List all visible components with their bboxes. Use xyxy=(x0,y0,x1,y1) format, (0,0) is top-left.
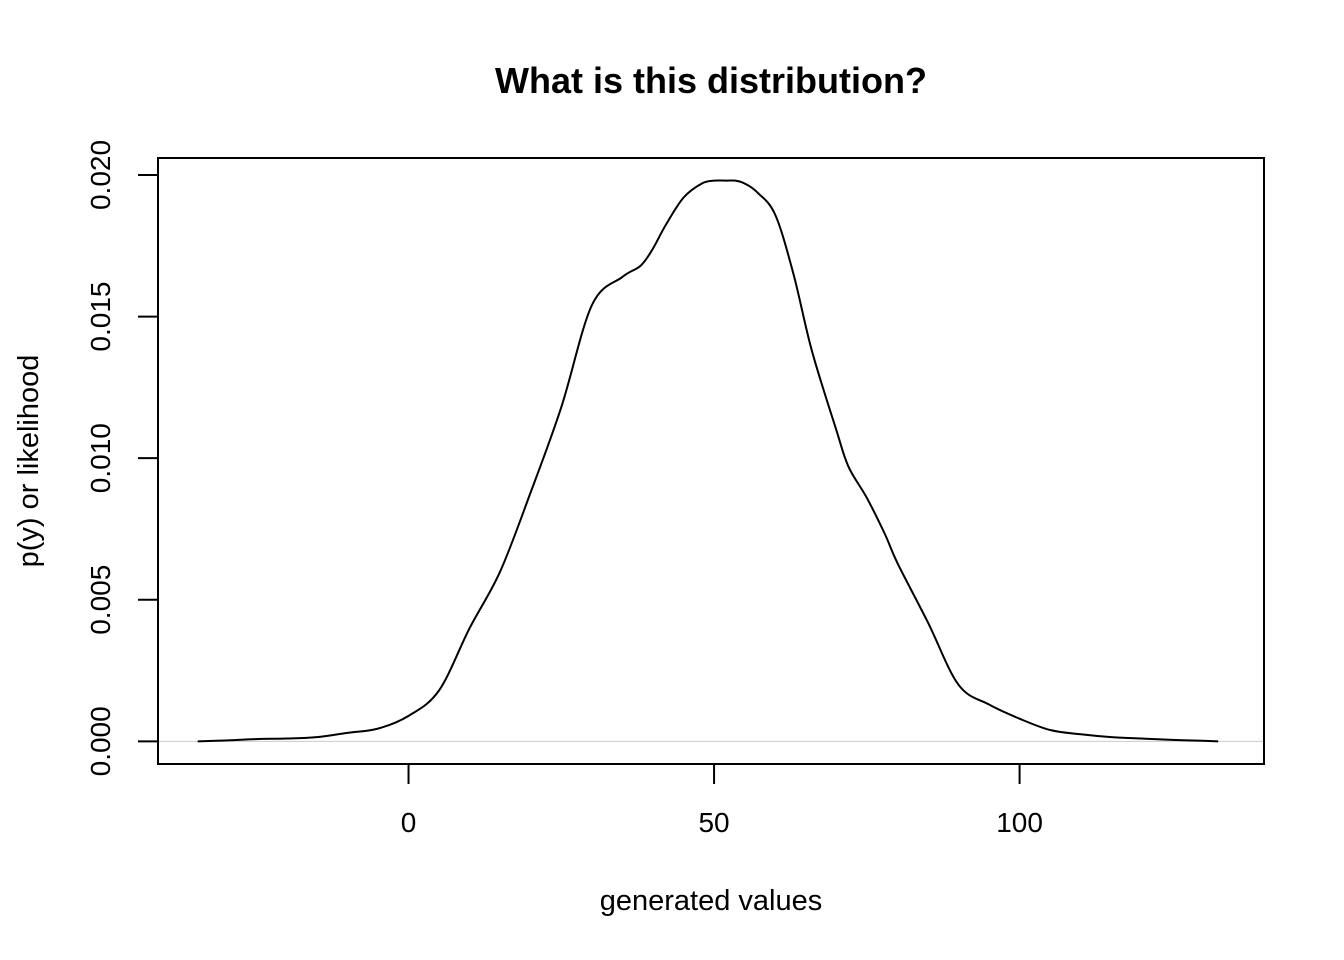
x-axis-label: generated values xyxy=(600,885,823,917)
y-tick-label: 0.005 xyxy=(85,565,116,635)
y-axis: 0.000 0.005 0.010 0.015 0.020 xyxy=(85,140,159,776)
x-tick-label: 0 xyxy=(401,807,417,838)
x-tick-label: 100 xyxy=(996,807,1043,838)
chart-title: What is this distribution? xyxy=(495,60,927,101)
x-axis: 0 50 100 xyxy=(401,763,1043,838)
density-curve xyxy=(197,179,1219,743)
plot-frame xyxy=(157,157,1265,765)
x-tick-label: 50 xyxy=(698,807,729,838)
y-tick-label: 0.020 xyxy=(85,140,116,210)
y-axis-label: p(y) or likelihood xyxy=(13,355,45,568)
y-tick-label: 0.000 xyxy=(85,706,116,776)
y-tick-label: 0.015 xyxy=(85,282,116,352)
y-tick-label: 0.010 xyxy=(85,423,116,493)
